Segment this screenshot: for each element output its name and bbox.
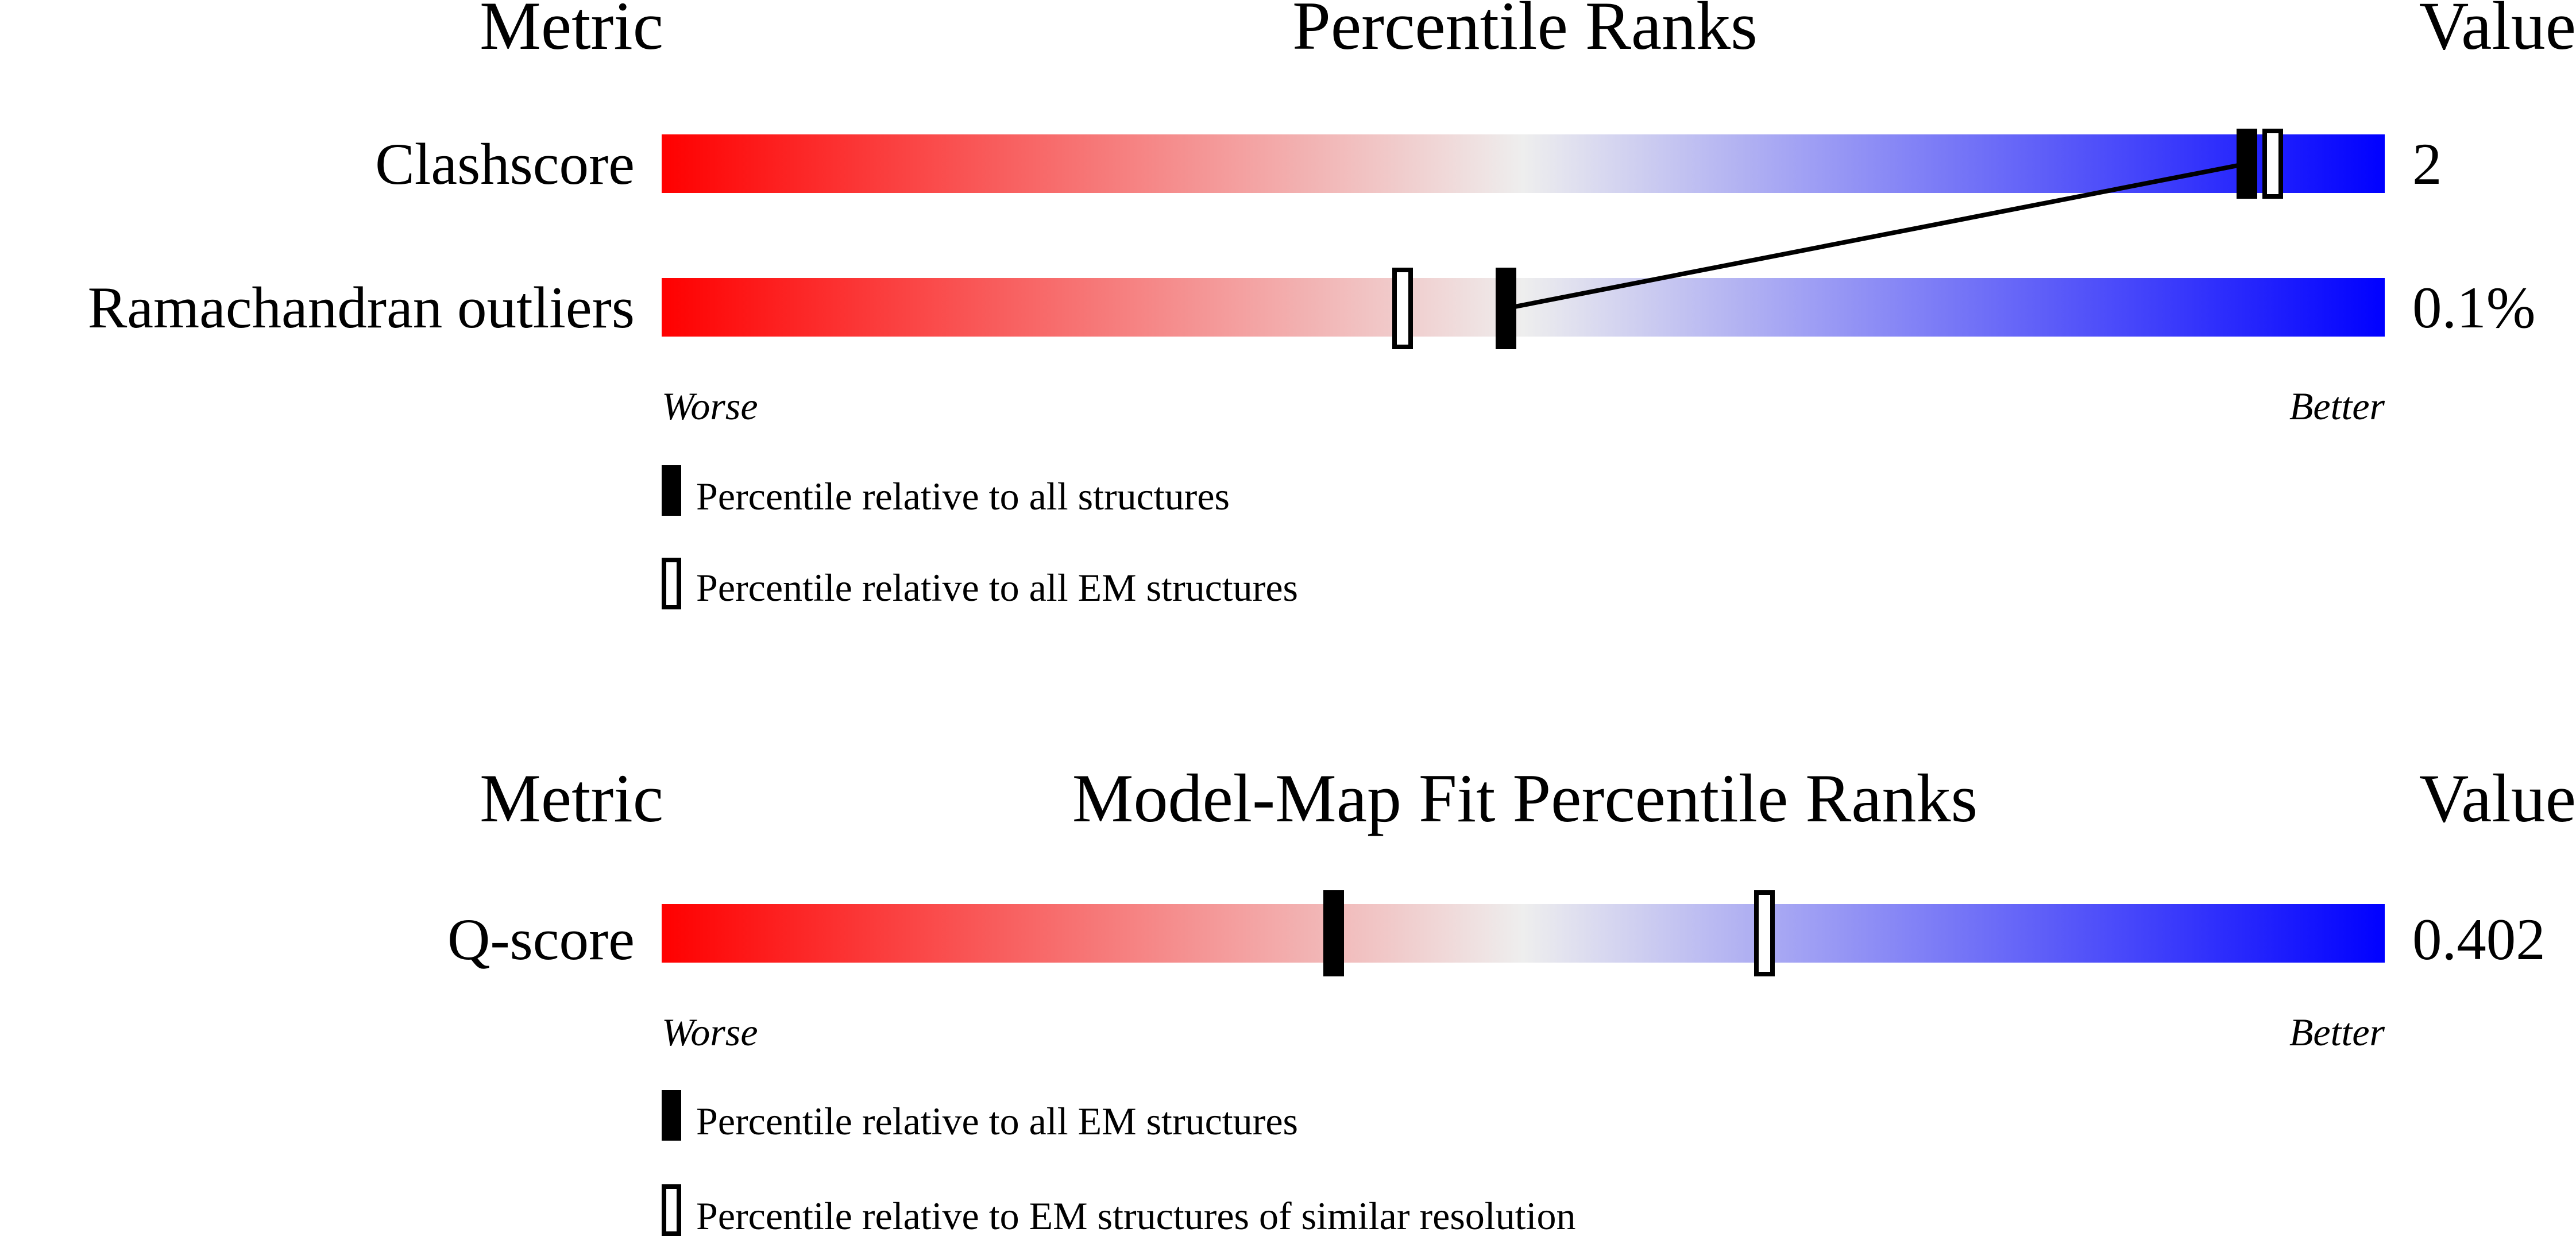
legend-open-marker-icon-2: [662, 1184, 681, 1236]
panel-model-map-fit: Metric Model-Map Fit Percentile Ranks Va…: [447, 760, 2576, 1236]
metric-label-ramachandran: Ramachandran outliers: [88, 275, 635, 341]
panel-percentile-ranks: Metric Percentile Ranks Value Clashscore…: [88, 0, 2576, 609]
metric-value-qscore: 0.402: [2412, 907, 2546, 972]
axis-better-label: Better: [2289, 384, 2385, 428]
connector-line: [1505, 161, 2247, 311]
axis-better-label-2: Better: [2289, 1010, 2385, 1054]
open-marker-q-score: [1754, 890, 1775, 976]
axis-worse-label: Worse: [662, 384, 758, 428]
metric-label-clashscore: Clashscore: [375, 132, 635, 197]
open-marker-ramachandran-outliers: [1392, 268, 1413, 349]
legend-text-open-2: Percentile relative to EM structures of …: [696, 1194, 1575, 1236]
metric-label-qscore: Q-score: [447, 907, 635, 972]
header-value-2: Value: [2419, 760, 2576, 836]
metric-value-ramachandran: 0.1%: [2412, 275, 2536, 341]
percentile-bar-qscore: [662, 904, 2385, 963]
filled-marker-q-score: [1323, 890, 1344, 976]
panel-2-markers: [1323, 890, 1775, 976]
panel-1-markers: [1392, 129, 2283, 349]
axis-worse-label-2: Worse: [662, 1010, 758, 1054]
header-metric-2: Metric: [480, 760, 663, 836]
header-metric: Metric: [480, 0, 663, 64]
legend-text-filled: Percentile relative to all structures: [696, 474, 1230, 518]
legend-text-open: Percentile relative to all EM structures: [696, 566, 1298, 609]
legend-open-marker-icon: [662, 558, 681, 609]
legend-text-filled-2: Percentile relative to all EM structures: [696, 1099, 1298, 1143]
header-value: Value: [2419, 0, 2576, 64]
metric-value-clashscore: 2: [2412, 132, 2442, 197]
legend-filled-marker-icon-2: [662, 1090, 681, 1141]
header-title-2: Model-Map Fit Percentile Ranks: [1072, 760, 1978, 836]
header-title: Percentile Ranks: [1292, 0, 1758, 64]
open-marker-clashscore: [2262, 129, 2283, 199]
legend-filled-marker-icon: [662, 465, 681, 516]
percentile-bar-clashscore: [662, 134, 2385, 193]
